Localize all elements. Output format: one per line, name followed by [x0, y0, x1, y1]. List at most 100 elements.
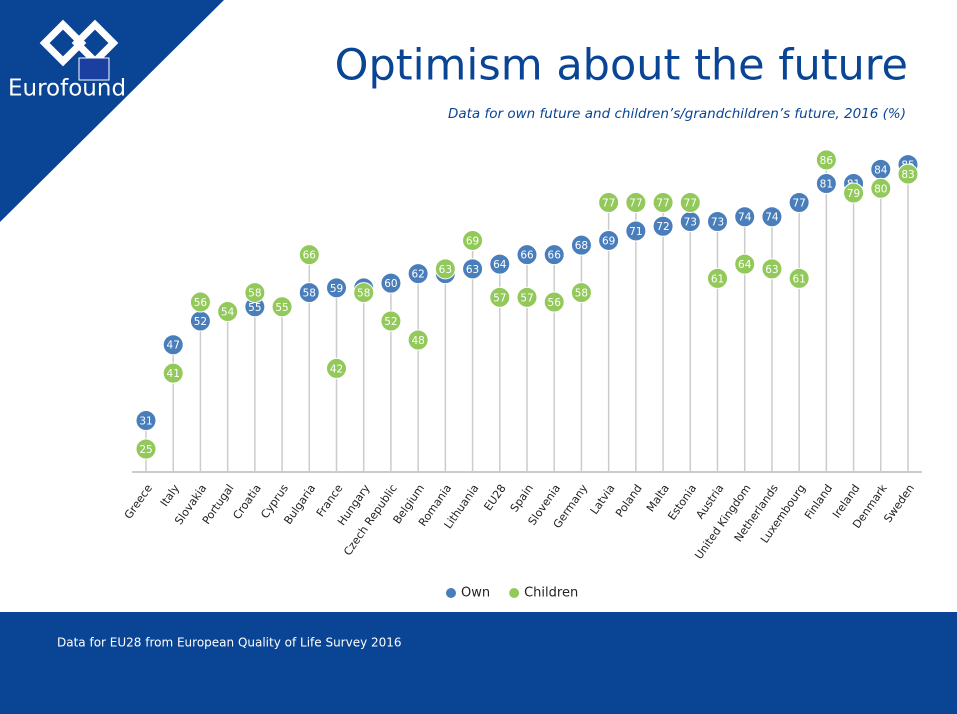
- dot-group: 63: [434, 258, 456, 280]
- dot-group: 84: [870, 158, 892, 180]
- dot-group: 25: [135, 438, 157, 460]
- dot: [570, 234, 592, 256]
- dot-group: 69: [462, 229, 484, 251]
- data-label: 52: [384, 316, 397, 328]
- dot-group: 77: [788, 192, 810, 214]
- dot-group: 83: [897, 163, 919, 185]
- data-label: 58: [357, 288, 370, 300]
- header-triangle: [0, 0, 224, 222]
- brand: Eurofound: [8, 76, 126, 102]
- dot-group: 58: [353, 282, 375, 304]
- data-label: 25: [139, 444, 152, 456]
- dot: [707, 210, 728, 232]
- data-label: 77: [792, 198, 805, 210]
- dot-group: 81: [815, 173, 837, 195]
- dot-group: 57: [516, 286, 538, 308]
- dot: [326, 277, 347, 299]
- data-label: 58: [575, 288, 588, 300]
- data-label: 42: [330, 363, 343, 375]
- dot-group: 73: [707, 210, 728, 232]
- dot: [271, 296, 293, 318]
- data-label: 62: [411, 269, 424, 281]
- dot-group: 77: [625, 192, 647, 214]
- dot-group: 74: [761, 206, 783, 228]
- dot-group: 56: [543, 291, 565, 313]
- dot-group: 61: [788, 267, 810, 289]
- dot: [543, 291, 565, 313]
- dot: [570, 282, 592, 304]
- dot: [244, 282, 266, 304]
- dot-group: 80: [870, 177, 892, 199]
- data-label: 77: [684, 198, 697, 210]
- dot-group: 77: [598, 192, 620, 214]
- dot-group: 58: [570, 282, 592, 304]
- x-tick-label: Malta: [644, 482, 672, 514]
- data-label: 66: [520, 250, 534, 262]
- x-tick-label: Estonia: [665, 482, 699, 523]
- dot: [462, 229, 484, 251]
- data-label: 63: [466, 264, 479, 276]
- logo-icon: [39, 19, 119, 67]
- footer: [0, 612, 957, 714]
- data-label: 74: [738, 212, 752, 224]
- dot: [625, 220, 647, 242]
- x-tick-label: Italy: [158, 482, 183, 509]
- data-label: 61: [711, 273, 724, 285]
- dot: [543, 244, 565, 266]
- data-label: 77: [656, 198, 669, 210]
- dot: [489, 253, 511, 275]
- data-label: 68: [575, 240, 588, 252]
- dot-group: 61: [707, 267, 728, 289]
- x-tick-label: Spain: [508, 482, 536, 515]
- chart-title: Optimism about the future: [335, 41, 908, 91]
- dot-group: 71: [625, 220, 647, 242]
- dot-group: 66: [298, 244, 320, 266]
- dot: [598, 192, 620, 214]
- dot-group: 74: [734, 206, 756, 228]
- data-label: 55: [248, 302, 261, 314]
- dot-group: 58: [244, 282, 266, 304]
- data-label: 86: [820, 155, 834, 167]
- dot: [407, 263, 429, 285]
- dot-group: 57: [489, 286, 511, 308]
- x-tick-label: Finland: [802, 482, 835, 522]
- data-label: 63: [439, 264, 452, 276]
- data-label: 77: [602, 198, 615, 210]
- data-label: 31: [139, 416, 152, 428]
- data-label: 64: [738, 259, 752, 271]
- data-label: 79: [847, 188, 860, 200]
- dot-group: 72: [652, 215, 674, 237]
- data-label: 47: [167, 340, 180, 352]
- dot-group: 68: [570, 234, 592, 256]
- x-tick-label: EU28: [481, 482, 508, 513]
- dot: [135, 438, 157, 460]
- dot: [489, 286, 511, 308]
- data-label: 81: [820, 179, 833, 191]
- dot: [843, 182, 865, 204]
- data-label: 55: [275, 302, 288, 314]
- data-label: 63: [765, 264, 778, 276]
- dot: [462, 258, 484, 280]
- dot: [434, 258, 456, 280]
- dot-group: 42: [326, 357, 347, 379]
- dot-group: 52: [189, 310, 211, 332]
- dot: [761, 206, 783, 228]
- dot: [380, 272, 402, 294]
- dot-group: 31: [135, 410, 157, 432]
- data-label: 80: [874, 183, 887, 195]
- legend-label: Children: [524, 586, 578, 601]
- legend-marker: [509, 588, 520, 598]
- data-label: 69: [602, 235, 615, 247]
- dot-group: 62: [407, 263, 429, 285]
- dot-group: 47: [162, 334, 184, 356]
- dot: [298, 282, 320, 304]
- data-label: 71: [629, 226, 642, 238]
- chart-subtitle: Data for own future and children’s/grand…: [448, 106, 906, 122]
- dot: [652, 192, 674, 214]
- data-label: 58: [248, 288, 261, 300]
- data-label: 83: [901, 169, 914, 181]
- data-label: 73: [711, 216, 724, 228]
- dot: [815, 149, 837, 171]
- data-label: 57: [520, 292, 533, 304]
- dot: [407, 329, 429, 351]
